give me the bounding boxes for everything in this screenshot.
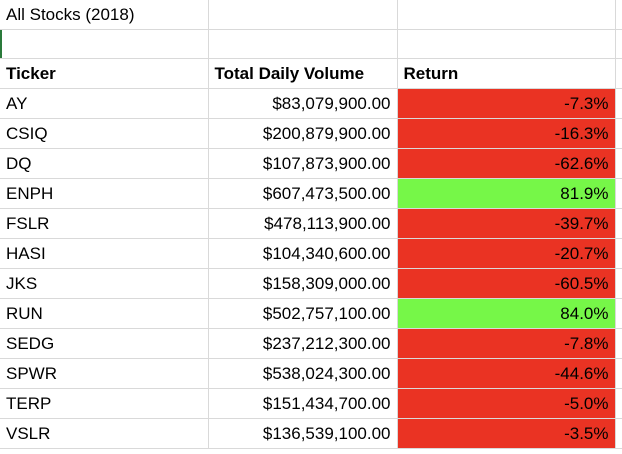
return-cell[interactable]: -20.7% (397, 238, 616, 270)
table-row: AY $83,079,900.00 -7.3% (0, 88, 622, 120)
empty-cell[interactable] (615, 268, 622, 300)
volume-cell[interactable]: $104,340,600.00 (208, 238, 398, 270)
table-row: VSLR $136,539,100.00 -3.5% (0, 418, 622, 450)
empty-cell[interactable] (615, 58, 622, 90)
table-row: HASI $104,340,600.00 -20.7% (0, 238, 622, 270)
table-row: SEDG $237,212,300.00 -7.8% (0, 328, 622, 360)
return-cell[interactable]: -60.5% (397, 268, 616, 300)
volume-cell[interactable]: $83,079,900.00 (208, 88, 398, 120)
empty-cell[interactable] (615, 88, 622, 120)
ticker-cell[interactable]: TERP (0, 388, 209, 420)
title-row: All Stocks (2018) (0, 0, 622, 30)
ticker-cell[interactable]: CSIQ (0, 118, 209, 150)
table-row: RUN $502,757,100.00 84.0% (0, 298, 622, 330)
table-row: CSIQ $200,879,900.00 -16.3% (0, 118, 622, 150)
cell-selection-edge (0, 30, 2, 58)
ticker-cell[interactable]: DQ (0, 148, 209, 180)
ticker-cell[interactable]: SPWR (0, 358, 209, 390)
volume-header-cell[interactable]: Total Daily Volume (208, 58, 398, 90)
return-cell[interactable]: -5.0% (397, 388, 616, 420)
ticker-cell[interactable]: VSLR (0, 418, 209, 450)
return-cell[interactable]: -16.3% (397, 118, 616, 150)
volume-cell[interactable]: $538,024,300.00 (208, 358, 398, 390)
volume-cell[interactable]: $158,309,000.00 (208, 268, 398, 300)
ticker-header-cell[interactable]: Ticker (0, 58, 209, 90)
return-cell[interactable]: -62.6% (397, 148, 616, 180)
volume-cell[interactable]: $502,757,100.00 (208, 298, 398, 330)
volume-cell[interactable]: $136,539,100.00 (208, 418, 398, 450)
ticker-cell[interactable]: ENPH (0, 178, 209, 210)
return-cell[interactable]: -44.6% (397, 358, 616, 390)
ticker-cell[interactable]: RUN (0, 298, 209, 330)
return-cell[interactable]: -7.8% (397, 328, 616, 360)
blank-row (0, 29, 622, 60)
volume-cell[interactable]: $200,879,900.00 (208, 118, 398, 150)
ticker-cell[interactable]: SEDG (0, 328, 209, 360)
ticker-cell[interactable]: HASI (0, 238, 209, 270)
volume-cell[interactable]: $107,873,900.00 (208, 148, 398, 180)
table-row: TERP $151,434,700.00 -5.0% (0, 388, 622, 420)
empty-cell[interactable] (615, 238, 622, 270)
empty-cell[interactable] (0, 29, 209, 60)
empty-cell[interactable] (397, 0, 616, 30)
volume-cell[interactable]: $478,113,900.00 (208, 208, 398, 240)
table-row: DQ $107,873,900.00 -62.6% (0, 148, 622, 180)
ticker-cell[interactable]: AY (0, 88, 209, 120)
empty-cell[interactable] (615, 388, 622, 420)
table-row: JKS $158,309,000.00 -60.5% (0, 268, 622, 300)
empty-cell[interactable] (615, 118, 622, 150)
header-row: Ticker Total Daily Volume Return (0, 58, 622, 90)
empty-cell[interactable] (615, 358, 622, 390)
return-cell[interactable]: 81.9% (397, 178, 616, 210)
table-row: SPWR $538,024,300.00 -44.6% (0, 358, 622, 390)
volume-cell[interactable]: $151,434,700.00 (208, 388, 398, 420)
table-row: FSLR $478,113,900.00 -39.7% (0, 208, 622, 240)
empty-cell[interactable] (615, 328, 622, 360)
empty-cell[interactable] (397, 29, 616, 60)
volume-cell[interactable]: $607,473,500.00 (208, 178, 398, 210)
return-cell[interactable]: -3.5% (397, 418, 616, 450)
empty-cell[interactable] (208, 29, 398, 60)
empty-cell[interactable] (208, 0, 398, 30)
table-row: ENPH $607,473,500.00 81.9% (0, 178, 622, 210)
empty-cell[interactable] (615, 178, 622, 210)
return-cell[interactable]: 84.0% (397, 298, 616, 330)
empty-cell[interactable] (615, 148, 622, 180)
return-header-cell[interactable]: Return (397, 58, 616, 90)
ticker-cell[interactable]: JKS (0, 268, 209, 300)
empty-cell[interactable] (615, 29, 622, 60)
empty-cell[interactable] (615, 208, 622, 240)
empty-cell[interactable] (615, 418, 622, 450)
ticker-cell[interactable]: FSLR (0, 208, 209, 240)
volume-cell[interactable]: $237,212,300.00 (208, 328, 398, 360)
return-cell[interactable]: -7.3% (397, 88, 616, 120)
empty-cell[interactable] (615, 298, 622, 330)
return-cell[interactable]: -39.7% (397, 208, 616, 240)
sheet-title-cell[interactable]: All Stocks (2018) (0, 0, 209, 30)
empty-cell[interactable] (615, 0, 622, 30)
